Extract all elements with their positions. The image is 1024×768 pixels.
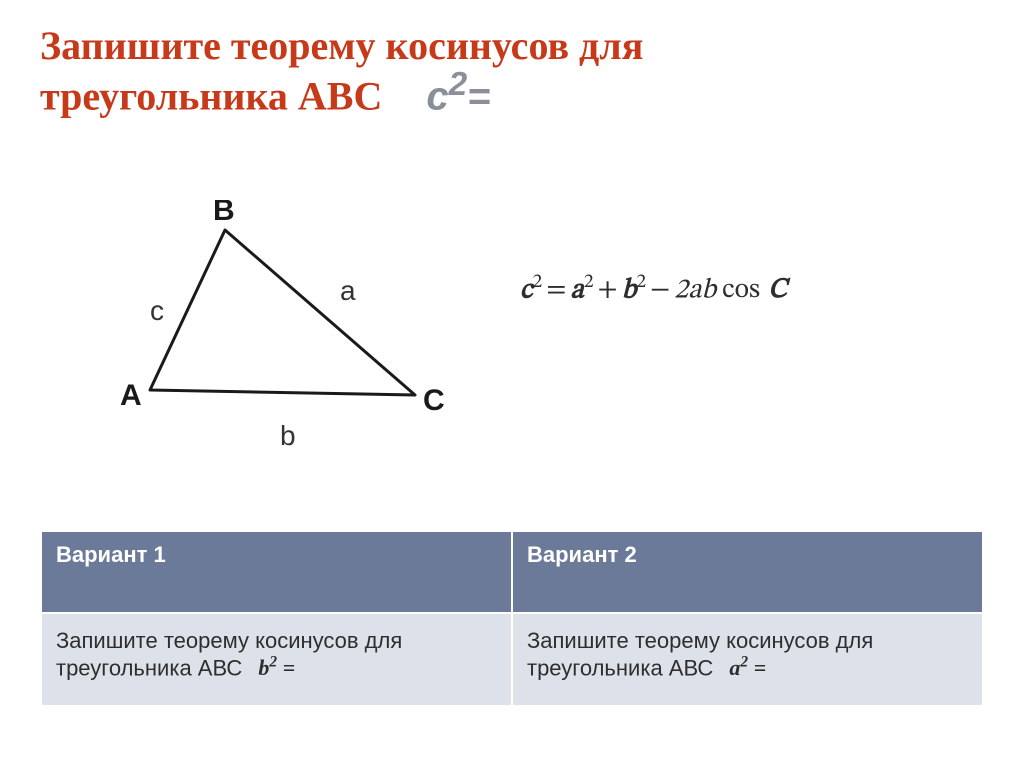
vertex-label-A: A	[120, 379, 142, 412]
table-cell-1: Запишите теорему косинусов для треугольн…	[41, 613, 512, 706]
slide: Запишите теорему косинусов для треугольн…	[0, 0, 1024, 768]
variants-table: Вариант 1 Вариант 2 Запишите теорему кос…	[40, 530, 984, 707]
cell-formula-2: a2 =	[729, 655, 766, 680]
vertex-label-C: C	[423, 384, 445, 417]
cell-text-1: Запишите теорему косинусов для треугольн…	[56, 628, 402, 680]
table-cell-2: Запишите теорему косинусов для треугольн…	[512, 613, 983, 706]
triangle-shape	[150, 230, 415, 395]
slide-title: Запишите теорему косинусов для треугольн…	[40, 24, 984, 122]
side-label-a: a	[340, 275, 356, 306]
title-target-formula: c2=	[426, 67, 490, 119]
side-label-c: c	[150, 295, 164, 326]
table-header-1: Вариант 1	[41, 531, 512, 613]
cosine-formula: c2=a2+b2−2abcosC	[520, 270, 787, 308]
triangle-diagram: A B C a b c	[65, 200, 495, 480]
triangle-svg: A B C a b c	[65, 200, 495, 480]
table-header-2: Вариант 2	[512, 531, 983, 613]
cell-text-2: Запишите теорему косинусов для треугольн…	[527, 628, 873, 680]
title-line-1: Запишите теорему косинусов для	[40, 23, 643, 68]
cell-formula-1: b2 =	[258, 655, 295, 680]
title-line-2: треугольника АВС	[40, 74, 382, 119]
vertex-label-B: B	[213, 200, 235, 227]
side-label-b: b	[280, 420, 296, 451]
